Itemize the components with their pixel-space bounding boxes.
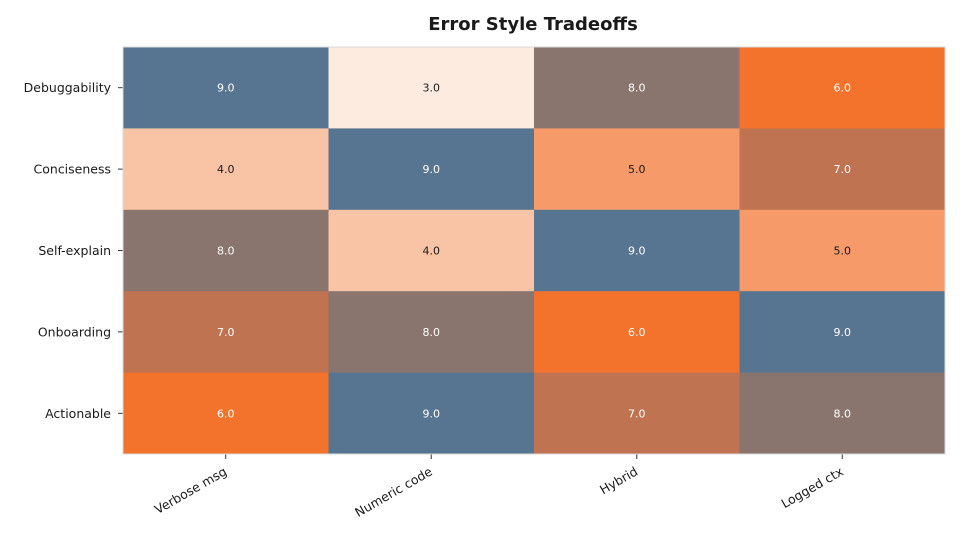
cell-value-label: 8.0 xyxy=(628,82,646,95)
heatmap-cell xyxy=(123,291,329,374)
cell-value-label: 7.0 xyxy=(834,163,852,176)
cell-value-label: 4.0 xyxy=(217,163,235,176)
x-tick-label: Numeric code xyxy=(352,463,435,520)
cell-value-label: 4.0 xyxy=(423,245,441,258)
heatmap-cell xyxy=(123,128,329,211)
cell-value-label: 5.0 xyxy=(628,163,646,176)
heatmap-cell xyxy=(534,209,740,292)
heatmap-cell xyxy=(739,47,946,129)
chart-title: Error Style Tradeoffs xyxy=(428,14,638,35)
heatmap-cell xyxy=(739,291,946,374)
y-tick-label: Debuggability xyxy=(24,80,112,95)
heatmap-cell xyxy=(534,47,740,129)
heatmap-cell xyxy=(534,128,740,211)
heatmap-cell xyxy=(328,209,535,292)
heatmap-cell xyxy=(328,291,535,374)
heatmap-cell xyxy=(328,372,535,455)
heatmap-cell xyxy=(123,47,329,129)
cell-value-label: 8.0 xyxy=(423,326,441,339)
cell-value-label: 9.0 xyxy=(217,82,235,95)
cell-value-label: 8.0 xyxy=(834,407,852,420)
heatmap-cell xyxy=(739,209,946,292)
heatmap-cell xyxy=(739,128,946,211)
cell-value-label: 9.0 xyxy=(628,245,646,258)
cell-value-label: 6.0 xyxy=(628,326,646,339)
heatmap-cells xyxy=(123,47,946,455)
cell-value-label: 8.0 xyxy=(217,245,235,258)
cell-value-label: 7.0 xyxy=(628,407,646,420)
y-tick-label: Actionable xyxy=(45,406,111,421)
cell-value-label: 9.0 xyxy=(834,326,852,339)
heatmap-cell-labels: 9.0 3.0 8.0 6.0 4.0 9.0 5.0 7.0 8.0 4.0 9.0 5.0 7.0 8… xyxy=(217,82,851,421)
cell-value-label: 6.0 xyxy=(217,407,235,420)
cell-value-label: 9.0 xyxy=(423,163,441,176)
heatmap-cell xyxy=(534,372,740,455)
heatmap-cell xyxy=(328,47,535,129)
x-tick-label: Logged ctx xyxy=(778,464,845,512)
heatmap-cell xyxy=(123,372,329,455)
x-tick-label: Hybrid xyxy=(597,464,640,498)
cell-value-label: 7.0 xyxy=(217,326,235,339)
heatmap-cell xyxy=(328,128,535,211)
y-axis: Debuggability Conciseness Self-explain Onbo… xyxy=(24,80,123,421)
cell-value-label: 3.0 xyxy=(423,82,441,95)
heatmap-cell xyxy=(739,372,946,455)
y-tick-label: Self-explain xyxy=(38,243,111,258)
heatmap-cell xyxy=(123,209,329,292)
cell-value-label: 6.0 xyxy=(834,82,852,95)
x-axis: Verbose msg Numeric code Hybrid Logged ctx xyxy=(152,454,846,520)
y-tick-label: Conciseness xyxy=(34,162,111,177)
cell-value-label: 9.0 xyxy=(423,407,441,420)
y-tick-label: Onboarding xyxy=(38,324,111,339)
x-tick-label: Verbose msg xyxy=(152,464,229,517)
heatmap-cell xyxy=(534,291,740,374)
plot-frame xyxy=(122,46,946,455)
cell-value-label: 5.0 xyxy=(834,245,852,258)
